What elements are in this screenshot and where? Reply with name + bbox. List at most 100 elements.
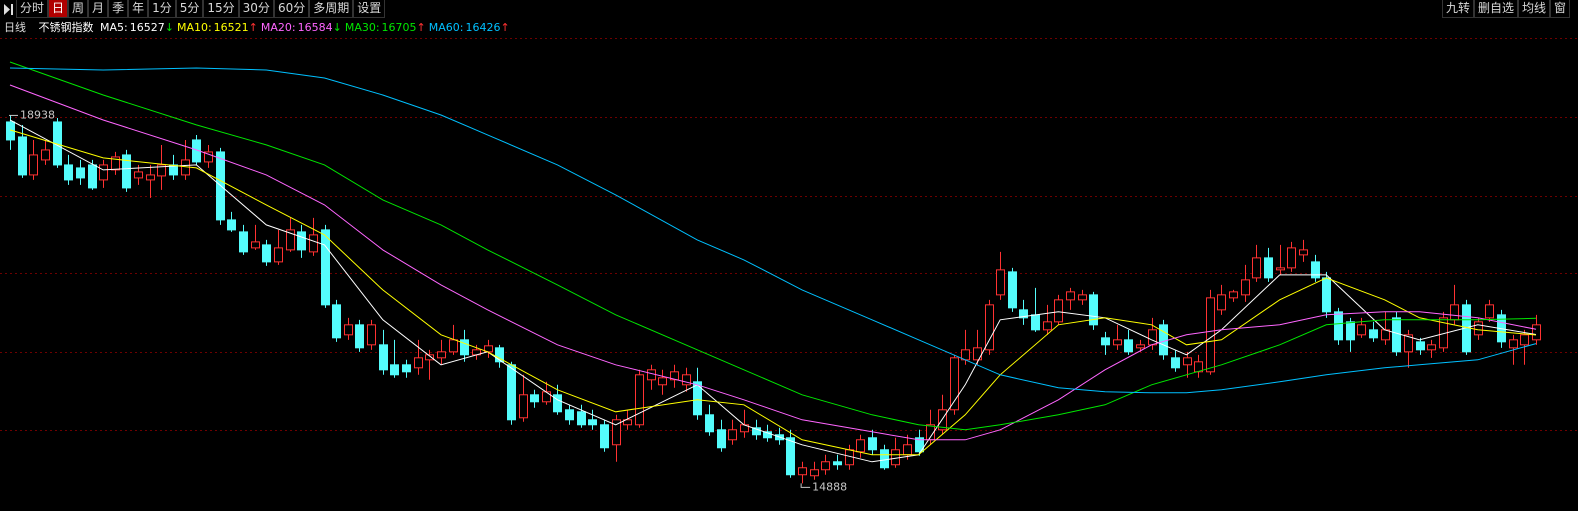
legend-trend: ↓ (164, 21, 174, 34)
toolbar-button[interactable]: 窗 (1549, 0, 1570, 18)
candle-body (728, 429, 737, 441)
toolbar-button[interactable]: 删自选 (1473, 0, 1518, 18)
candle-body (658, 377, 667, 386)
candle-body (1159, 324, 1168, 356)
candle-body (122, 154, 131, 189)
candle-body (1322, 277, 1331, 313)
legend-entry: MA60: 16426↑ (429, 21, 510, 34)
toolbar-button[interactable]: 年 (128, 0, 149, 18)
toolbar-button[interactable]: 周 (68, 0, 89, 18)
candle-body (903, 444, 912, 456)
candle-body (507, 364, 516, 421)
legend-name: MA60: (428, 21, 464, 34)
candle-body (1287, 247, 1296, 269)
grid (0, 38, 1578, 431)
toolbar-button[interactable]: 均线 (1517, 0, 1550, 18)
toolbar-button[interactable]: 60分 (273, 0, 310, 18)
candle-body (915, 437, 924, 453)
candle-body (262, 244, 271, 263)
candle-body (1346, 321, 1355, 341)
candle-body (1276, 267, 1285, 271)
toolbar-button[interactable]: 30分 (238, 0, 274, 18)
toolbar-left: 分时日周月季年 1分 5分 15分 30分 60分 多周期 设置 (0, 0, 386, 19)
candle-body (146, 174, 155, 181)
toolbar-button[interactable]: 分时 (16, 0, 49, 18)
candle-body (274, 247, 283, 263)
candle-body (367, 324, 376, 346)
candle-body (64, 164, 73, 181)
candle-body (950, 357, 959, 411)
candle-body (1485, 304, 1494, 319)
candle-body (856, 439, 865, 453)
toolbar-button[interactable]: 日 (48, 0, 69, 18)
candle-body (1019, 309, 1028, 319)
toolbar-button[interactable]: 多周期 (309, 0, 354, 18)
candle-body (635, 374, 644, 426)
legend-entry: MA5: 16527↓ (100, 21, 174, 34)
candle-body (1357, 324, 1366, 336)
candle-body (1124, 339, 1133, 353)
legend-trend: ↑ (416, 21, 426, 34)
candle-body (29, 154, 38, 176)
candle-body (891, 449, 900, 466)
legend-entry: MA20: 16584↓ (261, 21, 342, 34)
candle-body (449, 339, 458, 353)
toolbar: 分时日周月季年 1分 5分 15分 30分 60分 多周期 设置 九转 删自选 均线窗 (0, 0, 1578, 19)
candle-body (1113, 339, 1122, 346)
legend-value: 16521 (213, 21, 249, 34)
candle-body (786, 437, 795, 476)
candle-body (519, 394, 528, 419)
candle-body (1474, 321, 1483, 336)
chart-title: 不锈钢指数 (38, 21, 94, 34)
candle-body (495, 347, 504, 363)
legend-value: 16426 (465, 21, 501, 34)
candle-body (1334, 311, 1343, 341)
ma-line (9, 84, 1537, 441)
legend-name: MA5: (100, 21, 128, 34)
candle-body (1532, 324, 1541, 341)
candle-body (612, 419, 621, 446)
toolbar-button[interactable]: 5分 (175, 0, 204, 18)
candle-body (588, 419, 597, 426)
candle-body (332, 304, 341, 339)
toolbar-button[interactable]: 1分 (148, 0, 176, 18)
candle-body (1031, 314, 1040, 331)
candle-body (99, 164, 108, 181)
candle-body (1520, 334, 1529, 346)
candle-body (344, 324, 353, 336)
candle-body (1252, 257, 1261, 279)
candle-body (134, 171, 143, 179)
candle-body (251, 241, 260, 249)
candle-body (1148, 329, 1157, 346)
icon (4, 4, 13, 15)
candle-body (647, 369, 656, 381)
candle-body (577, 411, 586, 426)
candle-body (402, 364, 411, 373)
legend-trend: ↑ (500, 21, 510, 34)
period: 日线 (4, 21, 26, 34)
candle-body (379, 344, 388, 371)
candle-body (1264, 257, 1273, 279)
toolbar-button[interactable]: 九转 (1441, 0, 1474, 18)
candle-body (1450, 304, 1459, 321)
candle-body (355, 324, 364, 349)
candle-body (868, 437, 877, 451)
candle-body (833, 461, 842, 466)
toolbar-button[interactable]: 月 (88, 0, 109, 18)
toolbar-button[interactable]: 季 (108, 0, 129, 18)
legend-name: MA10: (176, 21, 212, 34)
candle-body (1136, 344, 1145, 349)
candle-body (1008, 271, 1017, 309)
candle-body (600, 424, 609, 449)
toolbar-button[interactable]: 设置 (353, 0, 386, 18)
legend-entry: MA30: 16705↑ (345, 21, 426, 34)
candle-body (670, 371, 679, 381)
candle-body (1369, 329, 1378, 339)
candle-body (1183, 357, 1192, 366)
candle-body (1206, 297, 1215, 373)
toolbar-button[interactable]: 15分 (203, 0, 239, 18)
legend-name: MA20: (260, 21, 296, 34)
candle-body (1416, 341, 1425, 351)
candle-body (1217, 294, 1226, 311)
legend-value: 16584 (297, 21, 333, 34)
